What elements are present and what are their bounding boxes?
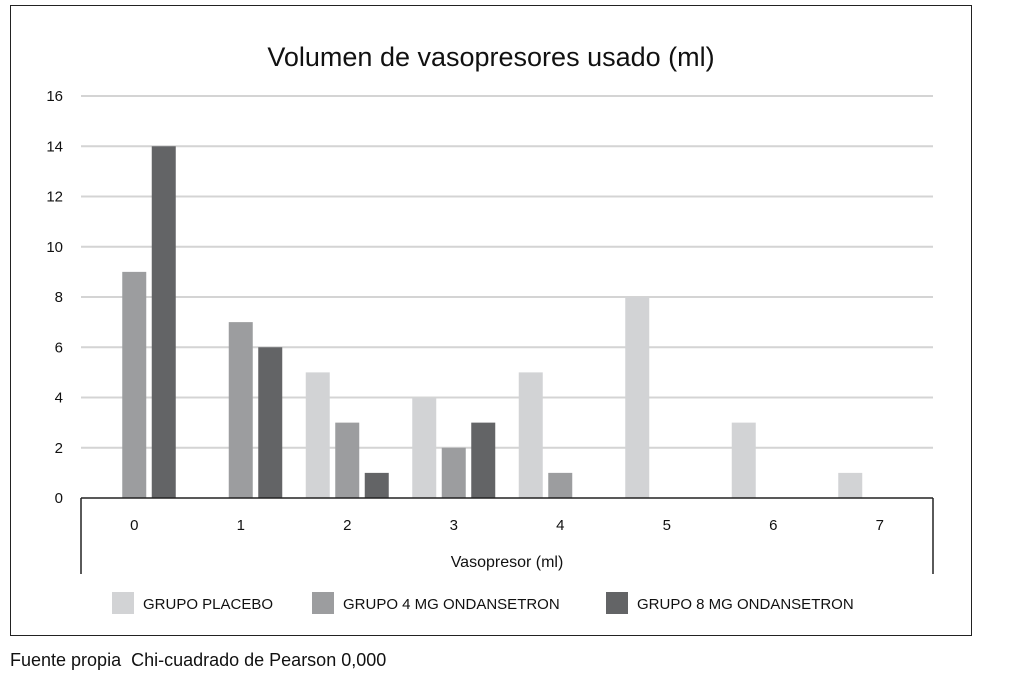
- x-tick-label: 5: [663, 517, 671, 534]
- y-tick-label: 4: [55, 390, 63, 407]
- bar: [441, 447, 466, 498]
- bar: [518, 372, 543, 498]
- bar: [548, 472, 573, 498]
- bar: [731, 422, 756, 498]
- y-tick-label: 12: [46, 189, 63, 206]
- bar: [335, 422, 360, 498]
- bars: [122, 146, 863, 498]
- legend-swatch: [606, 592, 628, 614]
- bar: [305, 372, 330, 498]
- x-tick-label: 7: [876, 517, 884, 534]
- y-tick-label: 14: [46, 138, 63, 155]
- axes: [80, 497, 934, 574]
- legend-label: GRUPO 8 MG ONDANSETRON: [637, 596, 854, 613]
- bar: [412, 397, 437, 498]
- gridlines: [81, 95, 933, 449]
- y-tick-label: 2: [55, 440, 63, 457]
- chart-frame: [10, 5, 972, 636]
- bar: [258, 347, 283, 498]
- x-tick-label: 0: [130, 517, 138, 534]
- bar: [625, 297, 650, 498]
- x-tick-label: 1: [237, 517, 245, 534]
- bar: [122, 271, 147, 498]
- x-tick-label: 3: [450, 517, 458, 534]
- legend: GRUPO PLACEBO GRUPO 4 MG ONDANSETRON GRUPO…: [112, 592, 854, 614]
- legend-label: GRUPO 4 MG ONDANSETRON: [343, 596, 560, 613]
- bar: [151, 146, 176, 498]
- x-tick-label: 6: [769, 517, 777, 534]
- y-tick-label: 16: [46, 88, 63, 105]
- chart-title: Volumen de vasopresores usado (ml): [267, 42, 714, 72]
- footnote: Fuente propia Chi-cuadrado de Pearson 0,…: [10, 650, 387, 670]
- labels: Volumen de vasopresores usado (ml) 0 2 4 6 8 1…: [46, 42, 884, 571]
- y-tick-label: 6: [55, 339, 63, 356]
- x-tick-label: 2: [343, 517, 351, 534]
- y-tick-label: 8: [55, 289, 63, 306]
- legend-swatch: [112, 592, 134, 614]
- legend-swatch: [312, 592, 334, 614]
- bar: [471, 422, 496, 498]
- legend-label: GRUPO PLACEBO: [143, 596, 273, 613]
- y-tick-label: 0: [55, 490, 63, 507]
- y-tick-label: 10: [46, 239, 63, 256]
- bar: [838, 472, 863, 498]
- bar: [364, 472, 389, 498]
- bar: [228, 322, 253, 498]
- x-axis-title: Vasopresor (ml): [451, 554, 564, 571]
- x-tick-label: 4: [556, 517, 564, 534]
